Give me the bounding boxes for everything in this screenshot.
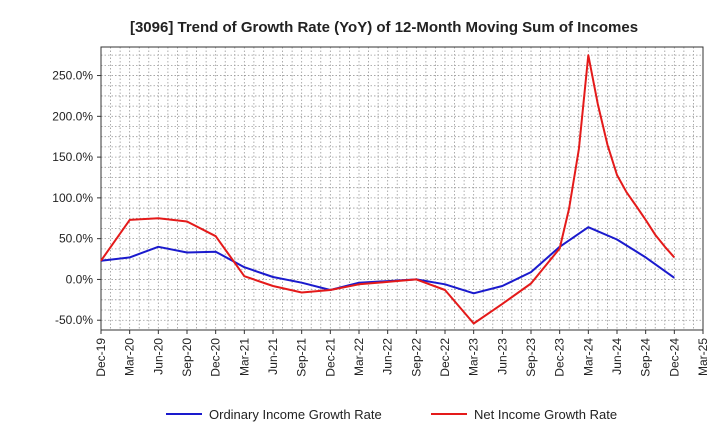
legend: Ordinary Income Growth Rate Net Income Gr…	[166, 407, 617, 422]
x-axis: Dec-19 Mar-20 Jun-20 Sep-20 Dec-20 Mar-21 Jun-…	[94, 330, 710, 377]
x-tick-label: Dec-24	[667, 338, 681, 377]
x-tick-label: Sep-23	[524, 338, 538, 377]
x-tick-label: Sep-20	[180, 338, 194, 377]
x-tick-label: Sep-24	[639, 338, 653, 377]
x-tick-label: Dec-21	[323, 338, 337, 377]
legend-label: Ordinary Income Growth Rate	[209, 407, 382, 422]
y-tick-label: 250.0%	[52, 69, 93, 83]
legend-label: Net Income Growth Rate	[474, 407, 617, 422]
x-tick-label: Jun-21	[266, 338, 280, 375]
x-tick-label: Dec-23	[553, 338, 567, 377]
y-tick-label: 200.0%	[52, 109, 93, 123]
y-axis: -50.0% 0.0% 50.0% 100.0% 150.0% 200.0% 250.0%	[52, 69, 101, 327]
x-tick-label: Jun-23	[495, 338, 509, 375]
x-tick-label: Sep-22	[409, 338, 423, 377]
x-tick-label: Mar-22	[352, 338, 366, 376]
x-tick-label: Jun-22	[381, 338, 395, 375]
x-tick-label: Dec-20	[209, 338, 223, 377]
x-tick-label: Jun-24	[610, 338, 624, 375]
grid	[101, 47, 703, 330]
y-tick-label: 150.0%	[52, 150, 93, 164]
chart-title: [3096] Trend of Growth Rate (YoY) of 12-…	[130, 19, 638, 36]
x-tick-label: Mar-21	[237, 338, 251, 376]
x-tick-label: Mar-24	[581, 338, 595, 376]
series-line-net-income	[100, 54, 676, 325]
x-tick-label: Dec-22	[438, 338, 452, 377]
x-tick-label: Mar-25	[696, 338, 710, 376]
x-tick-label: Mar-20	[123, 338, 137, 376]
y-tick-label: 50.0%	[59, 232, 93, 246]
series-lines	[100, 54, 676, 325]
x-tick-label: Dec-19	[94, 338, 108, 377]
y-tick-label: 100.0%	[52, 191, 93, 205]
y-tick-label: 0.0%	[66, 272, 94, 286]
plot-area	[100, 46, 704, 331]
x-tick-label: Sep-21	[295, 338, 309, 377]
y-tick-label: -50.0%	[55, 313, 93, 327]
x-tick-label: Jun-20	[151, 338, 165, 375]
x-tick-label: Mar-23	[467, 338, 481, 376]
